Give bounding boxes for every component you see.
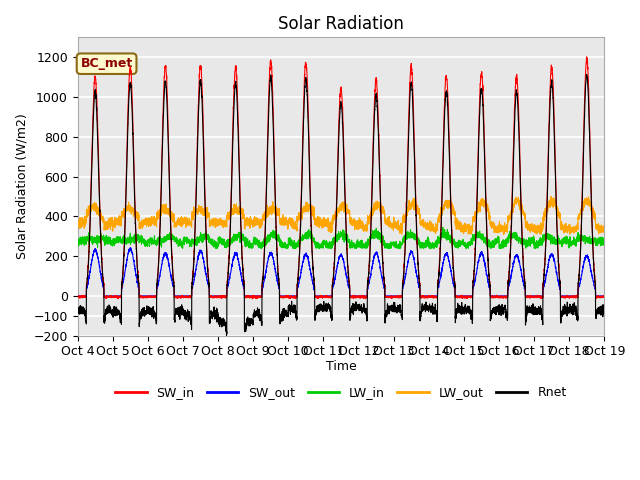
Legend: SW_in, SW_out, LW_in, LW_out, Rnet: SW_in, SW_out, LW_in, LW_out, Rnet <box>110 381 572 404</box>
Y-axis label: Solar Radiation (W/m2): Solar Radiation (W/m2) <box>15 114 28 259</box>
Text: BC_met: BC_met <box>81 57 132 70</box>
X-axis label: Time: Time <box>326 360 356 373</box>
Title: Solar Radiation: Solar Radiation <box>278 15 404 33</box>
